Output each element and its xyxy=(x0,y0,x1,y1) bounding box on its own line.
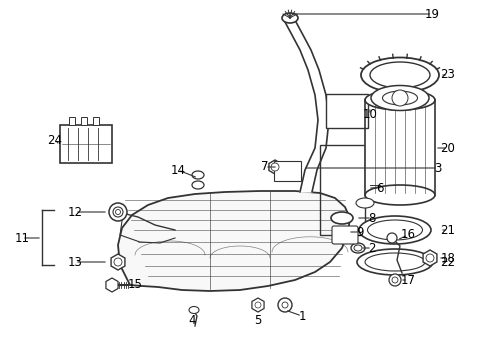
Ellipse shape xyxy=(189,306,199,314)
Circle shape xyxy=(391,277,397,283)
FancyBboxPatch shape xyxy=(93,117,99,125)
Text: 1: 1 xyxy=(298,310,305,323)
Polygon shape xyxy=(118,191,349,291)
Polygon shape xyxy=(285,22,328,192)
Ellipse shape xyxy=(364,90,434,110)
Ellipse shape xyxy=(192,171,203,179)
Text: 12: 12 xyxy=(67,206,82,219)
FancyBboxPatch shape xyxy=(60,125,112,163)
Circle shape xyxy=(278,298,291,312)
FancyBboxPatch shape xyxy=(273,161,301,181)
Text: 10: 10 xyxy=(362,108,377,122)
Ellipse shape xyxy=(192,181,203,189)
Circle shape xyxy=(386,233,396,243)
Circle shape xyxy=(282,302,287,308)
Ellipse shape xyxy=(355,198,373,208)
Ellipse shape xyxy=(350,243,364,253)
Text: 7: 7 xyxy=(261,161,268,174)
Text: 23: 23 xyxy=(440,68,454,81)
Text: 8: 8 xyxy=(367,211,375,225)
Ellipse shape xyxy=(115,210,120,215)
Text: 19: 19 xyxy=(424,8,439,21)
Ellipse shape xyxy=(282,13,297,23)
Ellipse shape xyxy=(369,62,429,88)
Polygon shape xyxy=(106,278,118,292)
Ellipse shape xyxy=(330,212,352,224)
Circle shape xyxy=(425,254,433,262)
Text: 24: 24 xyxy=(47,134,62,147)
Text: 15: 15 xyxy=(127,279,142,292)
Text: 2: 2 xyxy=(367,242,375,255)
FancyBboxPatch shape xyxy=(331,226,357,244)
FancyBboxPatch shape xyxy=(69,117,75,125)
Text: 20: 20 xyxy=(440,141,454,154)
Polygon shape xyxy=(364,100,434,195)
Circle shape xyxy=(391,90,407,106)
Ellipse shape xyxy=(382,91,417,105)
Text: 6: 6 xyxy=(375,181,383,194)
Polygon shape xyxy=(111,254,124,270)
Text: 14: 14 xyxy=(170,163,185,176)
Text: 16: 16 xyxy=(400,229,415,242)
Ellipse shape xyxy=(113,207,123,217)
Circle shape xyxy=(270,163,279,171)
Ellipse shape xyxy=(370,85,428,111)
Text: 17: 17 xyxy=(400,274,415,287)
Ellipse shape xyxy=(360,58,438,93)
Circle shape xyxy=(254,302,261,308)
Text: 4: 4 xyxy=(188,314,195,327)
Circle shape xyxy=(114,258,122,266)
Text: 18: 18 xyxy=(440,252,454,265)
Ellipse shape xyxy=(367,220,422,240)
FancyBboxPatch shape xyxy=(325,94,367,128)
Text: 11: 11 xyxy=(15,231,29,244)
Ellipse shape xyxy=(364,253,424,271)
Polygon shape xyxy=(268,160,281,174)
Ellipse shape xyxy=(356,249,432,275)
Polygon shape xyxy=(251,298,264,312)
Text: 3: 3 xyxy=(433,162,441,175)
Ellipse shape xyxy=(353,245,361,251)
Polygon shape xyxy=(422,250,436,266)
Text: 5: 5 xyxy=(254,314,261,327)
FancyBboxPatch shape xyxy=(81,117,87,125)
Text: 9: 9 xyxy=(356,225,363,238)
Ellipse shape xyxy=(109,203,127,221)
Text: 13: 13 xyxy=(67,256,82,269)
Circle shape xyxy=(388,274,400,286)
Ellipse shape xyxy=(364,185,434,205)
Text: 22: 22 xyxy=(440,256,454,269)
Text: 21: 21 xyxy=(440,224,454,237)
Ellipse shape xyxy=(358,216,430,244)
